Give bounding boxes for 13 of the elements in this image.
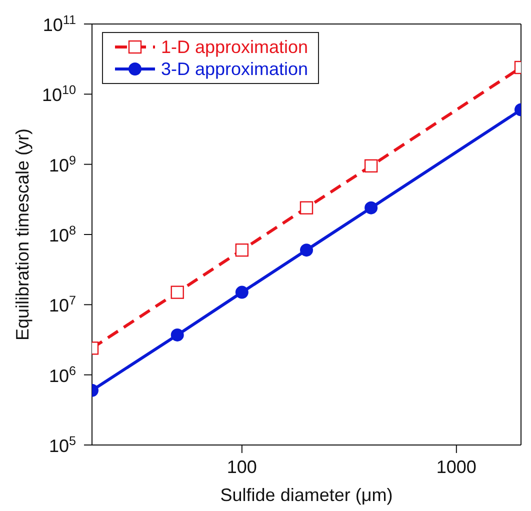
- x-tick-label: 1000: [436, 457, 476, 477]
- y-tick-label: 10$^{5}$: [48, 434, 76, 456]
- x-axis-title: Sulfide diameter (μm): [220, 485, 393, 505]
- y-tick-label: 10$^{6}$: [48, 364, 76, 386]
- y-tick-label: 10$^{7}$: [48, 294, 76, 316]
- legend-label: 1-D approximation: [161, 36, 308, 58]
- legend-label: 3-D approximation: [161, 58, 308, 80]
- y-tick-label: 10$^{10}$: [42, 83, 76, 106]
- y-axis-title: Equilibration timescale (yr): [12, 128, 32, 341]
- y-tick-label: 10$^{9}$: [48, 153, 76, 176]
- x-tick-label: 100: [226, 457, 257, 477]
- y-tick-label: 10$^{8}$: [48, 224, 76, 246]
- y-tick-label: 10$^{11}$: [42, 13, 76, 35]
